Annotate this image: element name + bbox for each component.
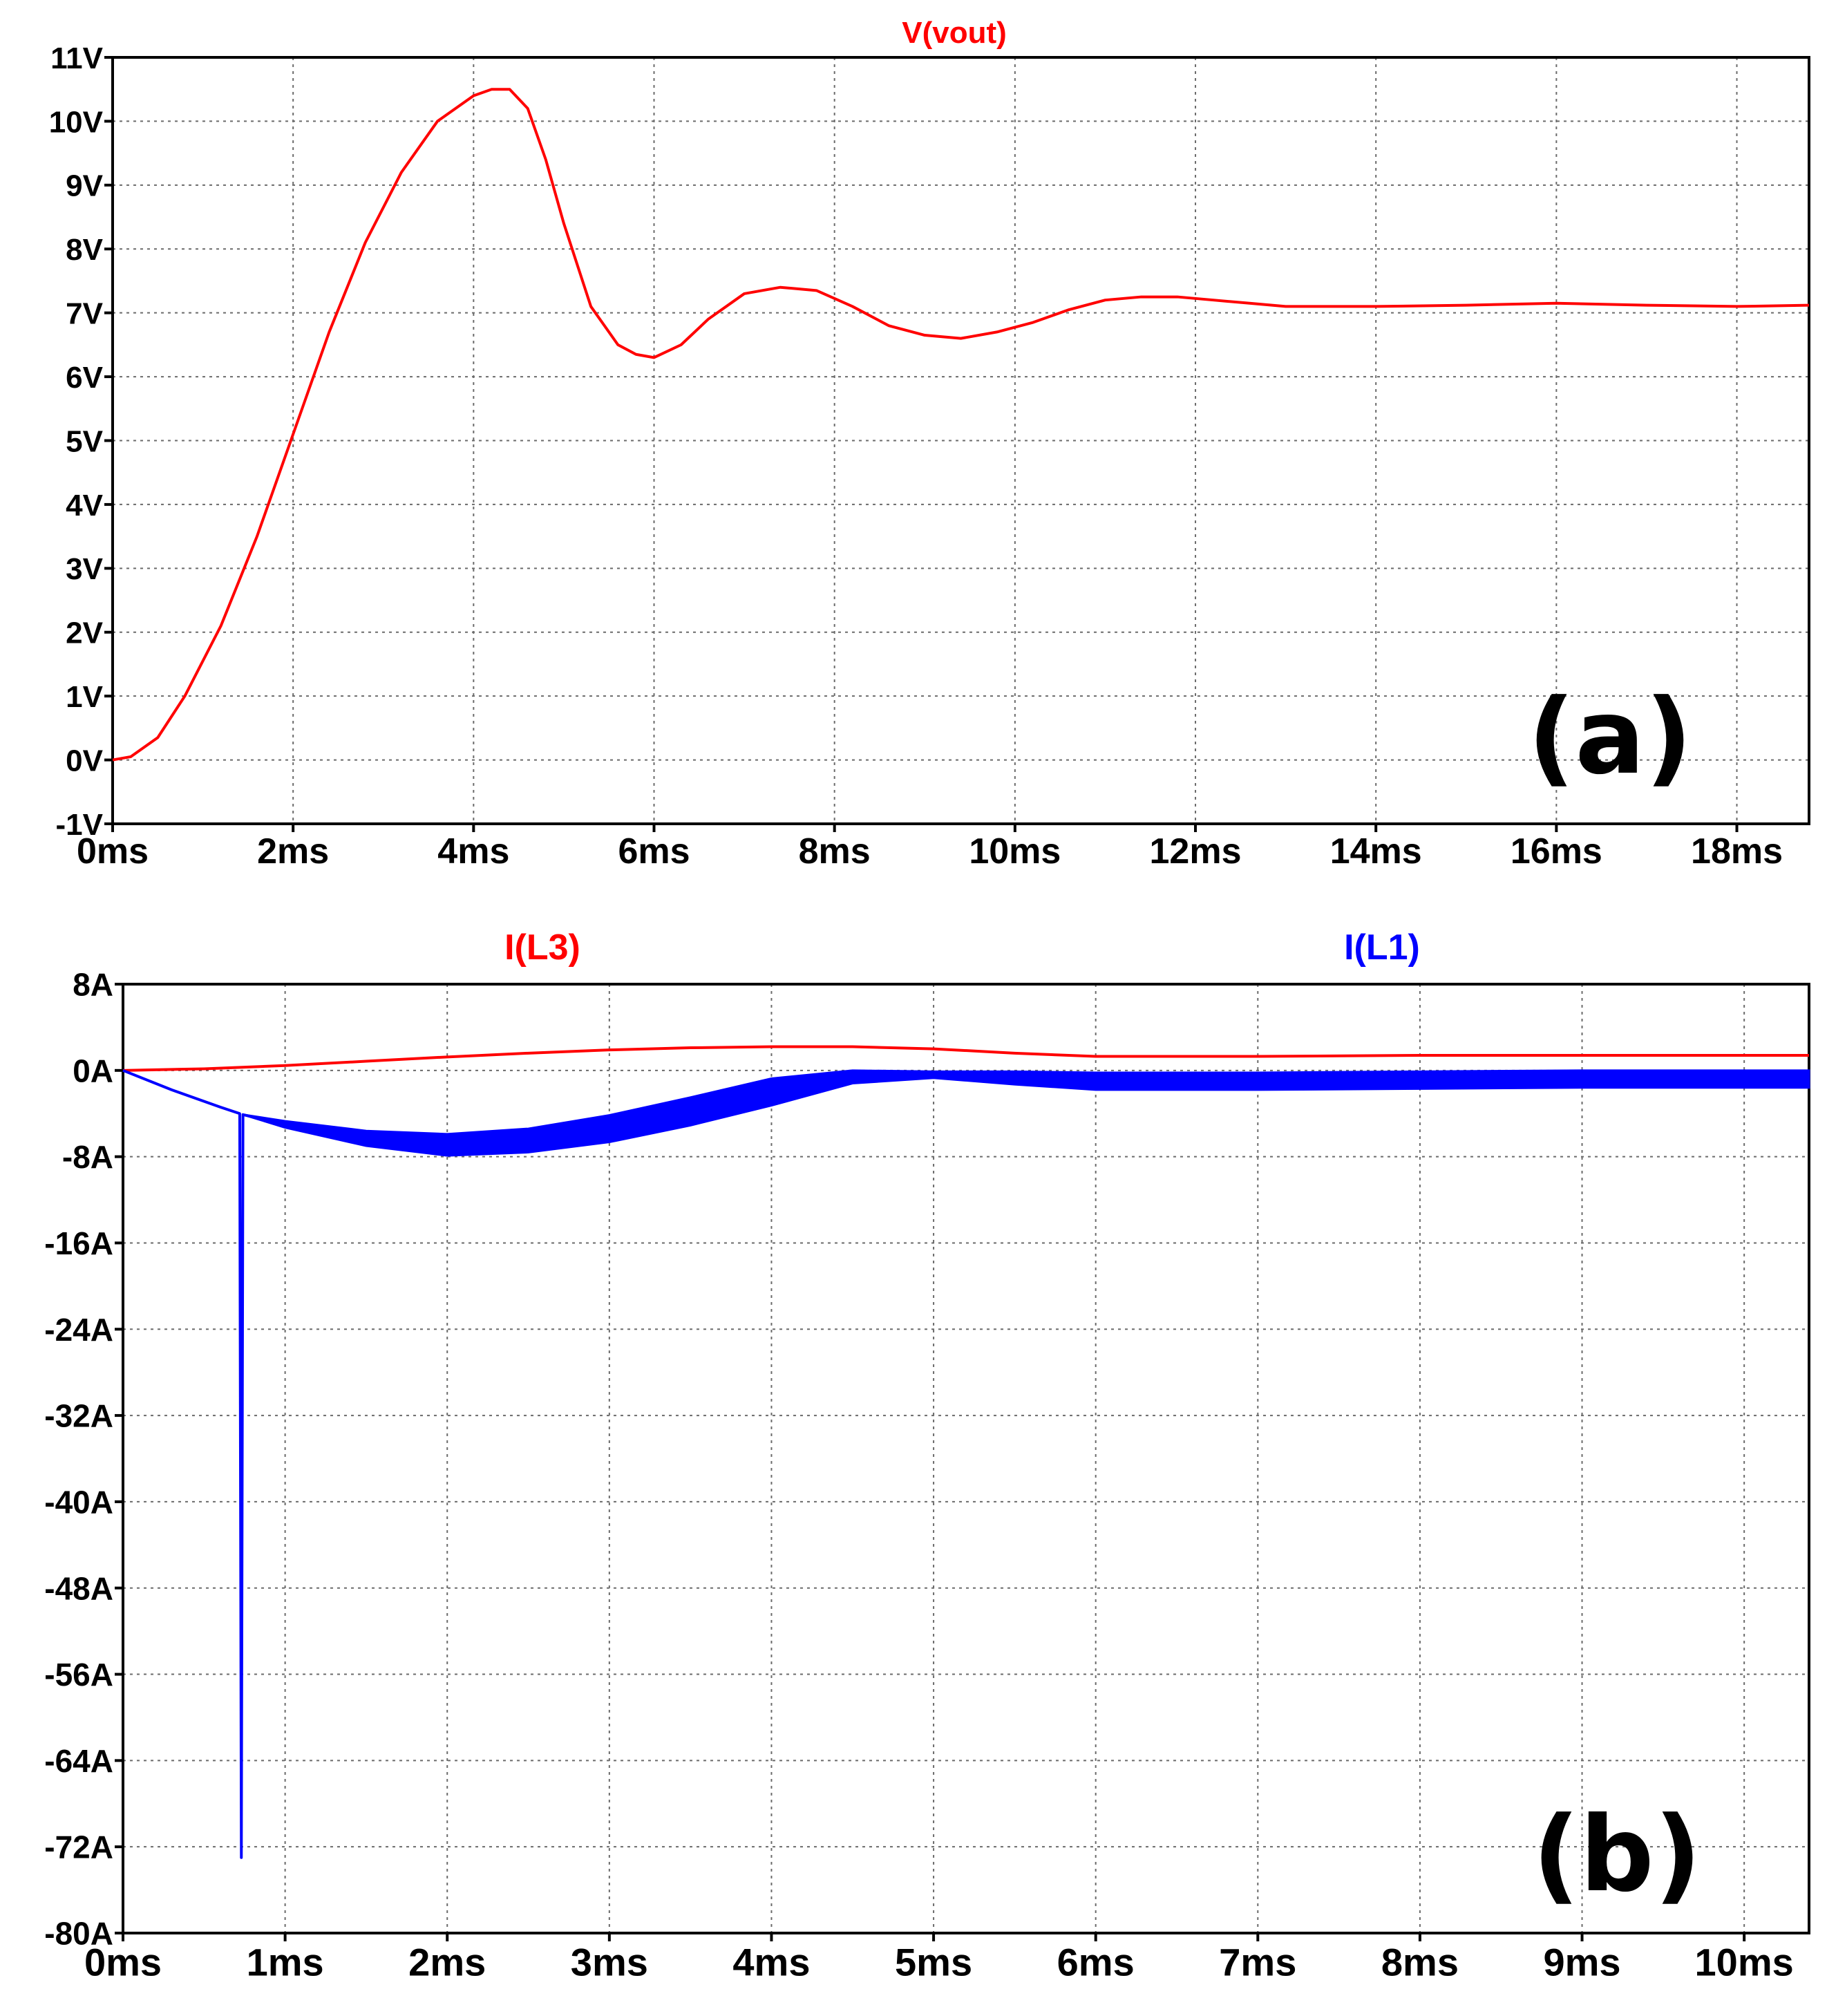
x-tick-label: 2ms [257, 831, 329, 872]
y-tick-label: 0V [66, 744, 103, 778]
x-tick-label: 8ms [1381, 1941, 1459, 1984]
x-tick-label: 4ms [732, 1941, 810, 1984]
x-tick-label: 6ms [1057, 1941, 1135, 1984]
x-tick-label: 1ms [247, 1941, 324, 1984]
x-tick-label: 2ms [408, 1941, 486, 1984]
y-tick-label: 7V [66, 297, 103, 331]
y-tick-label: 8V [66, 233, 103, 267]
y-tick-label: -48A [44, 1570, 113, 1606]
grid [123, 984, 1809, 1933]
x-tick-label: 0ms [77, 831, 149, 872]
x-tick-label: 0ms [84, 1941, 162, 1984]
y-tick-label: -24A [44, 1312, 113, 1348]
y-tick-label: 2V [66, 616, 103, 650]
y-tick-label: 6V [66, 361, 103, 395]
series-i-l1-line [122, 1068, 1809, 1859]
x-tick-label: 5ms [895, 1941, 972, 1984]
x-tick-label: 6ms [618, 831, 690, 872]
y-tick-label: 8A [73, 967, 113, 1003]
y-tick-label: -40A [44, 1484, 113, 1520]
x-tick-label: 14ms [1330, 831, 1422, 872]
legend-entry-vout: V(vout) [902, 16, 1007, 50]
y-tick-label: -80A [44, 1916, 113, 1952]
chart-panel-a: V(vout) 11V 10V 9V 8V 7V 6V 5V 4V 3V 2V 1V 0V -1V0ms… [49, 16, 1810, 872]
y-tick-label: -32A [44, 1398, 113, 1434]
x-tick-label: 10ms [1695, 1941, 1794, 1984]
series-v-vout-line [112, 88, 1810, 762]
y-tick-label: -1V [56, 808, 104, 842]
legend-entry-il3: I(L3) [504, 927, 580, 968]
y-tick-label: -64A [44, 1743, 113, 1779]
panel-label-a: (a) [1528, 677, 1692, 798]
y-tick-label: 5V [66, 424, 103, 458]
y-tick-label: 0A [73, 1053, 113, 1089]
chart-panel-b: I(L3) I(L1) 8A 0A -8A -16A -24A -32A -40A -48A -… [44, 927, 1810, 1984]
legend-entry-il1: I(L1) [1344, 927, 1420, 968]
x-tick-label: 4ms [437, 831, 509, 872]
y-tick-label: 9V [66, 169, 103, 203]
plot-frame [122, 983, 1810, 1934]
x-tick-label: 9ms [1543, 1941, 1620, 1984]
y-tick-label: 10V [49, 105, 104, 139]
x-tick-label: 3ms [571, 1941, 648, 1984]
panel-label-b: (b) [1533, 1795, 1701, 1915]
y-tick-label: -72A [44, 1829, 113, 1865]
x-tick-label: 12ms [1150, 831, 1242, 872]
y-tick-label: -8A [62, 1139, 113, 1175]
x-tick-label: 8ms [799, 831, 871, 872]
series-i-l3-line [122, 1045, 1809, 1072]
y-tick-label: 11V [50, 41, 104, 75]
x-tick-label: 18ms [1691, 831, 1783, 872]
y-tick-label: 3V [66, 552, 103, 586]
y-tick-label: 4V [66, 489, 103, 522]
y-tick-label: -56A [44, 1657, 113, 1693]
x-tick-label: 10ms [969, 831, 1061, 872]
y-tick-label: -16A [44, 1225, 113, 1261]
y-tick-label: 1V [66, 680, 103, 714]
x-tick-label: 16ms [1511, 831, 1602, 872]
x-tick-label: 7ms [1219, 1941, 1296, 1984]
